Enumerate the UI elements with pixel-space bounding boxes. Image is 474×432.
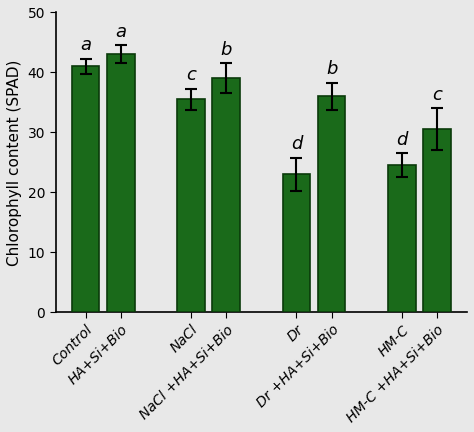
- Bar: [177, 99, 205, 312]
- Bar: [283, 175, 310, 312]
- Bar: [72, 67, 100, 312]
- Bar: [388, 165, 416, 312]
- Bar: [423, 129, 451, 312]
- Text: a: a: [80, 36, 91, 54]
- Bar: [212, 79, 240, 312]
- Text: d: d: [291, 135, 302, 153]
- Text: d: d: [396, 130, 408, 149]
- Bar: [318, 96, 346, 312]
- Y-axis label: Chlorophyll content (SPAD): Chlorophyll content (SPAD): [7, 59, 22, 266]
- Text: a: a: [115, 22, 126, 41]
- Text: c: c: [186, 66, 196, 84]
- Text: b: b: [326, 60, 337, 79]
- Text: b: b: [220, 41, 232, 59]
- Text: c: c: [432, 86, 442, 104]
- Bar: [107, 54, 135, 312]
